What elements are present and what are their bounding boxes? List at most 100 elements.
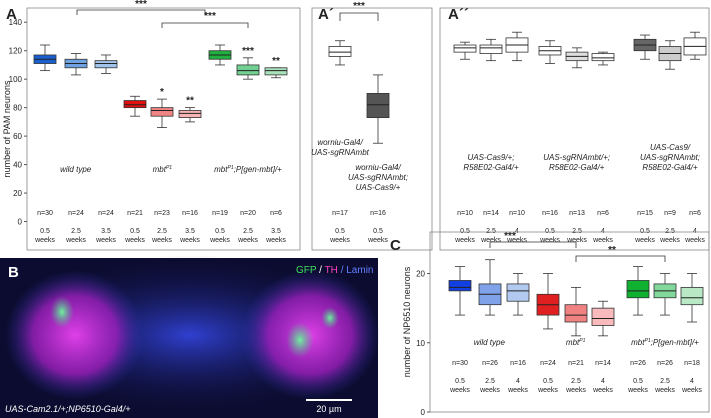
y-tick-label: 80: [13, 104, 22, 113]
n-label: n=16: [510, 360, 526, 367]
week-label: 2.5: [660, 378, 670, 385]
box: [123, 100, 147, 109]
group-label: wild type: [60, 165, 92, 174]
box: [236, 64, 260, 76]
group-label-part: worniu-Gal4/: [317, 138, 363, 147]
week-unit: weeks: [454, 237, 475, 244]
panel-label: A´: [318, 6, 334, 23]
week-unit: weeks: [367, 237, 388, 244]
micrograph-panel: B GFP / TH / Lamin UAS-Cam2.1/+;NP6510-G…: [0, 255, 380, 418]
week-unit: weeks: [565, 387, 586, 394]
n-label: n=19: [212, 210, 228, 217]
box: [591, 307, 615, 326]
week-unit: weeks: [65, 237, 86, 244]
box: [94, 60, 118, 69]
comparison-label: ***: [504, 231, 516, 242]
group-label: mbtP1;P[gen-mbt]/+: [214, 165, 282, 174]
comparison-label: ***: [353, 1, 365, 12]
week-label: 2.5: [157, 228, 167, 235]
week-label: 4: [516, 378, 520, 385]
week-unit: weeks: [634, 237, 655, 244]
n-label: n=6: [689, 210, 701, 217]
week-unit: weeks: [449, 387, 470, 394]
week-label: 2.5: [243, 228, 253, 235]
significance: ***: [242, 46, 254, 57]
box: [178, 110, 202, 119]
cluster-left: [5, 270, 145, 400]
week-label: 4: [601, 228, 605, 235]
week-label: 0.5: [545, 228, 555, 235]
y-tick-label: 0: [18, 218, 23, 227]
plot-frame: [429, 231, 710, 413]
comparison-bracket: [489, 241, 577, 248]
group-label: UAS-Cas9/: [650, 143, 691, 152]
week-unit: weeks: [592, 387, 613, 394]
n-label: n=23: [154, 210, 170, 217]
week-unit: weeks: [566, 237, 587, 244]
box: [328, 46, 352, 57]
group-label-part: mbt: [214, 165, 228, 174]
week-label: 4: [693, 228, 697, 235]
week-label: 0.5: [633, 378, 643, 385]
group-label-part: wild type: [474, 338, 506, 347]
n-label: n=14: [483, 210, 499, 217]
scale-bar-label: 20 µm: [316, 404, 341, 414]
panel-label: A´´: [448, 6, 469, 23]
group-label-part: UAS-Cas9/+: [356, 183, 401, 192]
n-label: n=18: [684, 360, 700, 367]
group-label: UAS-Cas9/+;: [468, 153, 515, 162]
y-tick-label: 0: [421, 408, 426, 417]
y-tick-label: 100: [9, 75, 23, 84]
n-label: n=6: [597, 210, 609, 217]
group-label-part: P1: [227, 165, 233, 171]
n-label: n=26: [657, 360, 673, 367]
significance: **: [186, 96, 194, 107]
n-label: n=24: [68, 210, 84, 217]
n-label: n=20: [240, 210, 256, 217]
n-label: n=16: [542, 210, 558, 217]
box: [479, 44, 503, 54]
group-label-part: UAS-sgRNAmbt;: [348, 173, 408, 182]
y-axis-label: number of PAM neurons: [2, 80, 12, 177]
group-label: mbtP1: [566, 338, 586, 347]
group-label-part: mbt: [566, 338, 580, 347]
group-label-part: R58E02-Gal4/+: [463, 163, 519, 172]
week-label: 0.5: [543, 378, 553, 385]
box: [150, 107, 174, 117]
n-label: n=24: [540, 360, 556, 367]
y-tick-label: 20: [416, 270, 425, 279]
comparison-bracket: [161, 22, 249, 28]
box: [591, 53, 615, 62]
comparison-bracket: [575, 255, 666, 262]
genotype: UAS-Cam2.1/+;NP6510-Gal4/+: [5, 404, 131, 414]
box: [264, 67, 288, 76]
week-unit: weeks: [265, 237, 286, 244]
comparison-bracket: [76, 9, 206, 15]
week-unit: weeks: [507, 387, 528, 394]
box: [366, 93, 390, 119]
panel-label: C: [390, 237, 401, 254]
week-label: 2.5: [571, 378, 581, 385]
y-tick-label: 10: [416, 339, 425, 348]
y-axis-label: number of NP6510 neurons: [402, 266, 412, 377]
y-tick-label: 60: [13, 132, 22, 141]
n-label: n=17: [332, 210, 348, 217]
n-label: n=16: [370, 210, 386, 217]
group-label: R58E02-Gal4/+: [642, 163, 698, 172]
n-label: n=14: [595, 360, 611, 367]
week-unit: weeks: [684, 237, 705, 244]
y-tick-label: 140: [9, 18, 23, 27]
plot-frame: [439, 7, 710, 251]
week-label: 0.5: [335, 228, 345, 235]
week-label: 3.5: [271, 228, 281, 235]
week-label: 2.5: [486, 228, 496, 235]
group-label: worniu-Gal4/: [355, 163, 401, 172]
n-label: n=26: [630, 360, 646, 367]
panel-label: A: [6, 6, 17, 23]
n-label: n=10: [457, 210, 473, 217]
n-label: n=9: [664, 210, 676, 217]
n-label: n=21: [127, 210, 143, 217]
group-label-part: R58E02-Gal4/+: [549, 163, 605, 172]
n-label: n=26: [482, 360, 498, 367]
